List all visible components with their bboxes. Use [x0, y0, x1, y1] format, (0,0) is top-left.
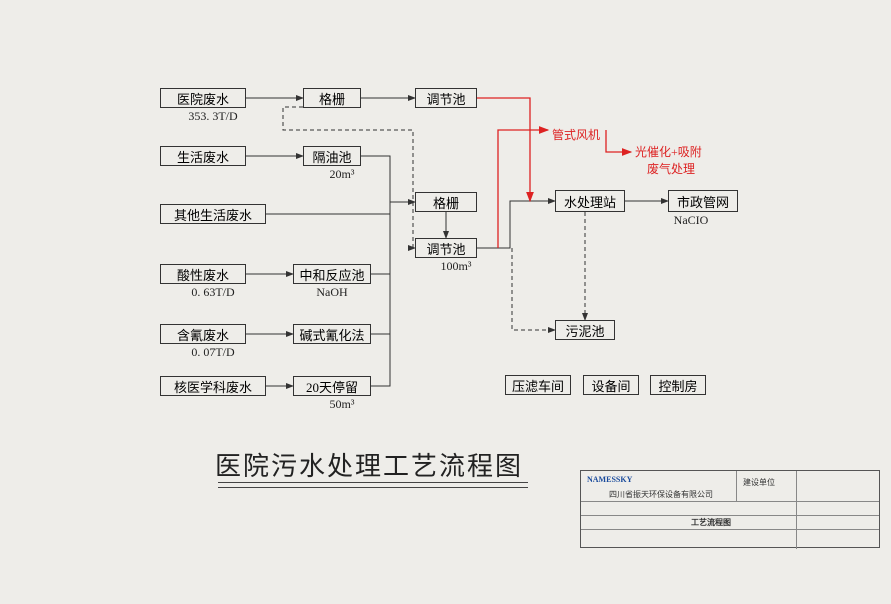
node-neutral-react-sub: NaOH [292, 285, 372, 300]
title-block-field2: 工艺流程图 [691, 517, 731, 528]
label: 格栅 [433, 193, 459, 212]
title-block-field1: 建设单位 [743, 477, 775, 488]
node-neutral-react: 中和反应池 [293, 264, 371, 284]
label: 设备间 [591, 376, 630, 395]
title-block-logo: NAMESSKY [587, 475, 632, 484]
node-cyanide-ww-sub: 0. 07T/D [173, 345, 253, 360]
node-alk-cyanide: 碱式氰化法 [293, 324, 371, 344]
label: 格栅 [319, 89, 345, 108]
node-oil-sep-sub: 20m³ [302, 167, 382, 182]
node-press-room: 压滤车间 [505, 375, 571, 395]
label: 医院废水 [177, 89, 229, 108]
label: 20天停留 [306, 377, 358, 396]
node-screen-2: 格栅 [415, 192, 477, 212]
node-eq-tank-2: 调节池 [415, 238, 477, 258]
label: 酸性废水 [177, 265, 229, 284]
label: 隔油池 [312, 147, 351, 166]
node-equip-room: 设备间 [583, 375, 639, 395]
label: 核医学科废水 [174, 377, 252, 396]
node-screen-1: 格栅 [303, 88, 361, 108]
node-acid-ww-sub: 0. 63T/D [173, 285, 253, 300]
node-hospital-ww-sub: 353. 3T/D [173, 109, 253, 124]
label: 市政管网 [677, 192, 729, 211]
node-20d-retain-sub: 50m³ [302, 397, 382, 412]
label-waste-gas: 废气处理 [647, 160, 695, 177]
node-oil-sep: 隔油池 [303, 146, 361, 166]
node-20d-retain: 20天停留 [293, 376, 371, 396]
label: 碱式氰化法 [299, 325, 364, 344]
node-wwtp: 水处理站 [555, 190, 625, 212]
label: 水处理站 [564, 192, 616, 211]
node-sludge-pond: 污泥池 [555, 320, 615, 340]
node-control-room: 控制房 [650, 375, 706, 395]
title-underline [218, 482, 528, 488]
node-nuclear-ww: 核医学科废水 [160, 376, 266, 396]
label: 中和反应池 [299, 265, 364, 284]
node-municipal-sub: NaCIO [651, 213, 731, 228]
label: 调节池 [426, 89, 465, 108]
label: 压滤车间 [512, 376, 564, 395]
node-acid-ww: 酸性废水 [160, 264, 246, 284]
diagram-title: 医院污水处理工艺流程图 [215, 446, 523, 483]
node-cyanide-ww: 含氰废水 [160, 324, 246, 344]
label: 含氰废水 [177, 325, 229, 344]
label: 污泥池 [565, 321, 604, 340]
title-block: NAMESSKY 四川省振天环保设备有限公司 建设单位 工艺流程图 [580, 470, 880, 548]
label-tube-fan: 管式风机 [552, 126, 600, 143]
title-block-company: 四川省振天环保设备有限公司 [609, 489, 713, 500]
label: 控制房 [658, 376, 697, 395]
node-eq-tank-2-sub: 100m³ [416, 259, 496, 274]
label: 调节池 [426, 239, 465, 258]
node-other-dom-ww: 其他生活废水 [160, 204, 266, 224]
label-photocat-adsorb: 光催化+吸附 [635, 143, 702, 160]
node-eq-tank-1: 调节池 [415, 88, 477, 108]
label: 其他生活废水 [174, 205, 252, 224]
label: 生活废水 [177, 147, 229, 166]
node-municipal: 市政管网 [668, 190, 738, 212]
node-hospital-ww: 医院废水 [160, 88, 246, 108]
node-domestic-ww: 生活废水 [160, 146, 246, 166]
